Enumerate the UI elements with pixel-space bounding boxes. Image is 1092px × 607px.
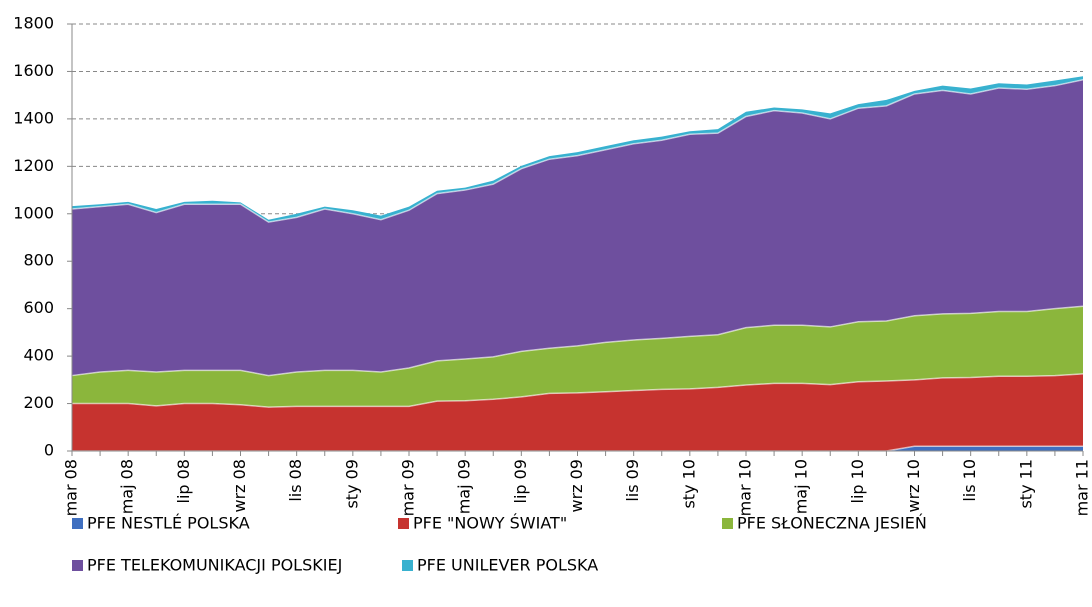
y-tick-label: 1400 (13, 108, 54, 127)
x-tick-label: wrz 10 (904, 459, 923, 513)
x-tick-label: lis 08 (286, 459, 305, 502)
y-tick-label: 1200 (13, 156, 54, 175)
x-tick-label: mar 10 (736, 459, 755, 516)
area (72, 373, 1083, 451)
y-tick-label: 200 (23, 393, 54, 412)
legend-label: PFE NESTLÉ POLSKA (87, 514, 250, 533)
x-tick-label: wrz 08 (230, 459, 249, 513)
y-tick-label: 1800 (13, 14, 54, 33)
area-edge (71, 305, 1084, 377)
x-tick-label: sty 10 (679, 459, 698, 509)
x-tick-label: lis 09 (623, 459, 642, 502)
legend-swatch (722, 518, 733, 529)
legend-label: PFE SŁONECZNA JESIEŃ (737, 514, 927, 533)
area-edge (71, 79, 1084, 223)
legend-swatch (72, 560, 83, 571)
legend-swatch (72, 518, 83, 529)
x-tick-label: mar 09 (399, 459, 418, 516)
legend-swatch (398, 518, 409, 529)
x-tick-label: mar 11 (1073, 459, 1092, 516)
x-tick-label: maj 10 (792, 459, 811, 514)
x-tick-label: mar 08 (62, 459, 81, 516)
legend-label: PFE "NOWY ŚWIAT" (413, 514, 567, 533)
y-tick-label: 800 (23, 251, 54, 270)
legend-label: PFE UNILEVER POLSKA (417, 556, 598, 575)
x-tick-label: maj 08 (118, 459, 137, 514)
x-tick-label: sty 11 (1016, 459, 1035, 509)
x-tick-label: maj 09 (455, 459, 474, 514)
area (72, 79, 1083, 376)
x-tick-label: sty 09 (342, 459, 361, 509)
y-tick-label: 1600 (13, 61, 54, 80)
area-edge (72, 373, 1084, 408)
y-tick-label: 600 (23, 298, 54, 317)
y-tick-label: 0 (44, 441, 54, 460)
area (72, 306, 1083, 408)
y-tick-label: 1000 (13, 203, 54, 222)
y-tick-label: 400 (23, 346, 54, 365)
legend-swatch (402, 560, 413, 571)
x-tick-label: lis 10 (960, 459, 979, 502)
x-tick-label: lip 08 (174, 459, 193, 504)
x-tick-label: wrz 09 (567, 459, 586, 513)
legend-label: PFE TELEKOMUNIKACJI POLSKIEJ (87, 556, 342, 575)
x-tick-label: lip 09 (511, 459, 530, 504)
x-tick-label: lip 10 (848, 459, 867, 504)
